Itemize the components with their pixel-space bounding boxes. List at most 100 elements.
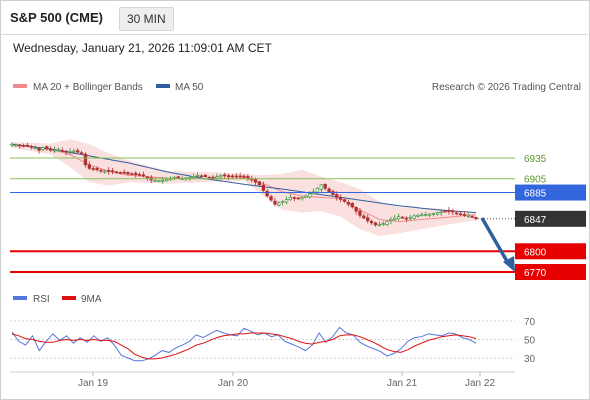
candle-body [396,216,401,220]
candle-body [427,213,432,216]
legend-rsi-swatch [13,296,27,300]
candle-body [126,172,130,175]
candle-body [211,176,215,179]
candle-body [195,175,200,177]
candle-body [188,177,192,179]
candle-body [443,210,447,213]
candle-body [230,175,235,178]
candle-body [470,216,474,218]
candle-body [137,174,142,176]
candle-body [79,152,84,154]
candle-body [226,175,231,178]
candle-body [118,172,122,174]
support-box [515,243,586,260]
candle-body [431,213,436,215]
candle-body [83,153,88,166]
candle-body [234,175,238,178]
candle-body [338,197,343,200]
candle-body [48,148,53,151]
x-axis-label: Jan 21 [387,378,417,389]
candle-body [257,181,262,186]
candle-body [219,175,223,178]
candle-body [288,197,293,200]
instrument-title: S&P 500 (CME) [10,10,103,25]
x-axis: Jan 19 Jan 20 Jan 21 Jan 22 [78,372,495,389]
candle-body [161,179,165,182]
candle-body [362,215,366,219]
resistance-label: 6935 [524,154,547,165]
candle-body [14,144,18,147]
candle-body [87,164,92,169]
candle-body [323,183,327,189]
legend-rsi-ma-label: 9MA [81,294,102,305]
candle-body [261,184,266,191]
candle-body [381,223,385,225]
candle-body [215,176,219,179]
candle-body [18,144,22,147]
candle-body [412,215,416,219]
candle-body [300,197,304,200]
candle-body [68,151,72,153]
candle-body [45,146,49,150]
level-lines: 6935 6905 6885 6847 6800 6770 [10,154,586,280]
legend-rsi-label: RSI [33,294,50,305]
x-axis-label: Jan 20 [218,378,248,389]
legend-bollinger-swatch [13,84,27,88]
candle-body [37,148,41,151]
rsi-line [11,326,477,362]
rsi-tick-label: 30 [524,354,536,365]
legend-bollinger-label: MA 20 + Bollinger Bands [33,82,143,93]
candle-body [145,176,150,179]
candle-body [203,174,208,177]
candle-body [273,200,277,205]
candle-body [280,201,285,203]
candle-body [41,147,45,150]
candle-body [466,215,470,217]
candle-body [369,220,374,224]
legend-ma50-label: MA 50 [175,82,204,93]
rsi-ma-line [11,332,477,360]
candle-body [157,180,161,183]
candle-body [454,212,459,215]
candle-body [141,174,146,177]
x-axis-label: Jan 19 [78,378,108,389]
candle-body [269,196,273,201]
candle-body [199,175,204,178]
interval-badge[interactable]: 30 MIN [119,7,174,31]
candle-body [56,149,61,151]
pivot-box [515,184,586,201]
candle-body [176,176,180,179]
candle-body [447,210,451,212]
candle-body [451,210,455,213]
candle-body [292,197,296,199]
candle-body [366,217,370,222]
candle-body [358,210,362,216]
support-label: 6800 [524,247,547,258]
candle-body [308,193,312,198]
candle-body [420,214,424,216]
candle-body [296,197,300,200]
candle-body [373,222,378,226]
candle-body [462,214,467,216]
candle-body [107,170,111,172]
candle-body [335,194,339,198]
candle-body [342,199,347,202]
support-box [515,264,586,280]
candle-body [439,211,443,214]
candle-body [277,202,281,206]
candle-body [474,217,478,220]
price-plot [10,139,478,237]
candle-body [253,179,258,183]
candle-body [265,190,269,197]
candle-body [91,168,95,170]
datetime-label: Wednesday, January 21, 2026 11:09:01 AM … [13,41,272,55]
last-price-label: 6847 [524,215,547,226]
candle-body [404,217,409,220]
candle-body [110,170,115,173]
candle-body [346,202,351,205]
last-price-box [515,210,586,227]
candle-body [192,176,196,178]
candle-body [424,214,428,216]
x-axis-label: Jan 22 [465,378,495,389]
candle-body [416,215,420,217]
